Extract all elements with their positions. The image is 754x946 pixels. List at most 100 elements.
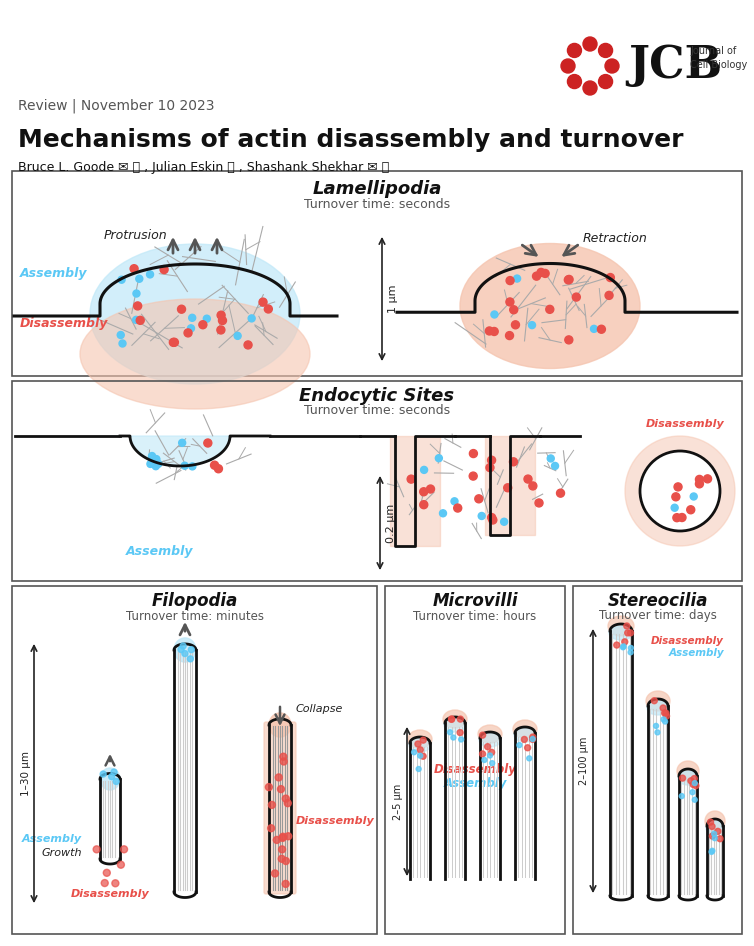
Text: Assembly: Assembly bbox=[443, 777, 507, 790]
Circle shape bbox=[101, 880, 109, 886]
Circle shape bbox=[188, 324, 195, 332]
Circle shape bbox=[547, 455, 554, 462]
Circle shape bbox=[673, 514, 681, 521]
Circle shape bbox=[663, 719, 667, 724]
Circle shape bbox=[535, 499, 543, 507]
Text: Disassembly: Disassembly bbox=[71, 889, 149, 899]
Circle shape bbox=[278, 855, 285, 863]
Circle shape bbox=[678, 514, 686, 521]
Circle shape bbox=[506, 298, 514, 306]
Text: Assembly: Assembly bbox=[22, 834, 82, 844]
Circle shape bbox=[457, 729, 463, 736]
Circle shape bbox=[486, 464, 494, 472]
Circle shape bbox=[590, 325, 597, 332]
Circle shape bbox=[214, 464, 222, 473]
Circle shape bbox=[155, 461, 162, 467]
Bar bbox=[385, 586, 565, 934]
Circle shape bbox=[672, 493, 680, 500]
Circle shape bbox=[488, 514, 495, 521]
Circle shape bbox=[469, 472, 477, 480]
Circle shape bbox=[217, 311, 225, 319]
Circle shape bbox=[651, 698, 657, 704]
Ellipse shape bbox=[443, 710, 467, 728]
Ellipse shape bbox=[706, 821, 724, 835]
Circle shape bbox=[93, 846, 100, 853]
Circle shape bbox=[710, 849, 715, 853]
Circle shape bbox=[121, 846, 127, 852]
Circle shape bbox=[679, 794, 684, 798]
Circle shape bbox=[489, 761, 495, 765]
Circle shape bbox=[152, 463, 159, 470]
Circle shape bbox=[691, 776, 697, 781]
Ellipse shape bbox=[705, 811, 725, 831]
Circle shape bbox=[188, 463, 196, 470]
Circle shape bbox=[640, 451, 720, 531]
Circle shape bbox=[546, 306, 553, 313]
Circle shape bbox=[448, 729, 452, 735]
Circle shape bbox=[280, 758, 287, 765]
Circle shape bbox=[572, 293, 581, 301]
Circle shape bbox=[149, 452, 155, 460]
Ellipse shape bbox=[479, 733, 501, 747]
Circle shape bbox=[625, 630, 630, 636]
Circle shape bbox=[119, 340, 126, 347]
FancyBboxPatch shape bbox=[264, 722, 296, 894]
Circle shape bbox=[541, 270, 549, 277]
Polygon shape bbox=[110, 436, 250, 466]
Text: Turnover time: seconds: Turnover time: seconds bbox=[304, 405, 450, 417]
Text: Protrusion: Protrusion bbox=[103, 229, 167, 242]
Circle shape bbox=[199, 321, 207, 329]
Ellipse shape bbox=[646, 691, 670, 711]
Text: 1 μm: 1 μm bbox=[388, 285, 398, 313]
Circle shape bbox=[133, 302, 142, 310]
Circle shape bbox=[204, 315, 210, 323]
Circle shape bbox=[517, 743, 522, 747]
Circle shape bbox=[583, 37, 597, 51]
Circle shape bbox=[621, 644, 626, 649]
Text: Retraction: Retraction bbox=[583, 233, 648, 246]
Text: Turnover time: minutes: Turnover time: minutes bbox=[125, 609, 263, 622]
Text: Disassembly: Disassembly bbox=[296, 815, 375, 826]
Text: 2–100 μm: 2–100 μm bbox=[579, 737, 589, 785]
Circle shape bbox=[703, 475, 712, 482]
Circle shape bbox=[133, 316, 139, 324]
Circle shape bbox=[421, 466, 428, 473]
Circle shape bbox=[280, 753, 287, 761]
Circle shape bbox=[282, 796, 290, 802]
Ellipse shape bbox=[478, 725, 502, 743]
Circle shape bbox=[449, 716, 455, 723]
Circle shape bbox=[234, 332, 241, 340]
Circle shape bbox=[556, 489, 565, 498]
Circle shape bbox=[537, 269, 545, 276]
Circle shape bbox=[628, 650, 633, 655]
Ellipse shape bbox=[408, 730, 432, 748]
Circle shape bbox=[529, 482, 537, 490]
Circle shape bbox=[489, 516, 497, 524]
Circle shape bbox=[435, 455, 443, 462]
Circle shape bbox=[695, 480, 703, 488]
Circle shape bbox=[454, 504, 461, 512]
Circle shape bbox=[458, 716, 464, 722]
Circle shape bbox=[219, 317, 226, 324]
Circle shape bbox=[529, 322, 535, 328]
Bar bbox=[12, 381, 742, 581]
Circle shape bbox=[427, 485, 434, 493]
Circle shape bbox=[695, 476, 703, 483]
Circle shape bbox=[277, 785, 284, 793]
Circle shape bbox=[532, 272, 541, 280]
Circle shape bbox=[622, 639, 628, 645]
Circle shape bbox=[412, 750, 417, 755]
Circle shape bbox=[710, 833, 716, 839]
Circle shape bbox=[709, 823, 715, 830]
Circle shape bbox=[486, 327, 493, 335]
Circle shape bbox=[487, 753, 492, 758]
Circle shape bbox=[470, 449, 477, 458]
Circle shape bbox=[605, 291, 613, 299]
Ellipse shape bbox=[409, 738, 431, 752]
Circle shape bbox=[284, 799, 291, 807]
Circle shape bbox=[181, 463, 188, 469]
Circle shape bbox=[170, 339, 177, 346]
Circle shape bbox=[614, 642, 620, 648]
Circle shape bbox=[709, 850, 714, 854]
Circle shape bbox=[170, 339, 179, 346]
